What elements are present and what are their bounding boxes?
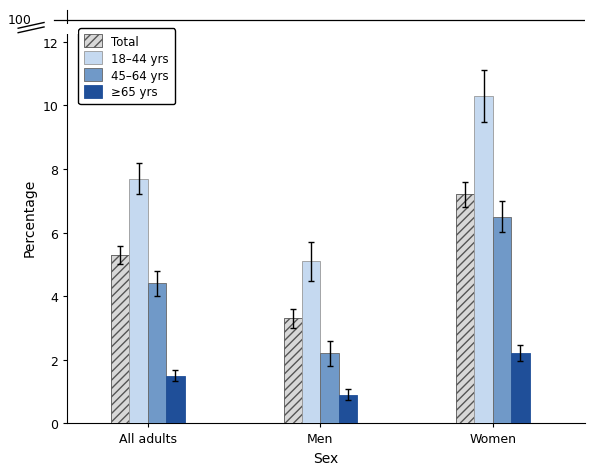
Bar [302,262,321,424]
Bar [339,395,357,424]
Bar [321,354,339,424]
Legend: Total, 18–44 yrs, 45–64 yrs, ≥65 yrs: Total, 18–44 yrs, 45–64 yrs, ≥65 yrs [79,30,175,105]
Bar [129,179,148,424]
Bar [456,195,474,424]
X-axis label: Sex: Sex [313,451,339,465]
Bar [511,354,530,424]
Bar [284,319,302,424]
Bar [111,255,129,424]
Bar [474,97,493,424]
Bar [493,217,511,424]
Bar [166,376,185,424]
Text: 100: 100 [7,14,31,27]
Y-axis label: Percentage: Percentage [23,178,37,256]
Bar [148,284,166,424]
